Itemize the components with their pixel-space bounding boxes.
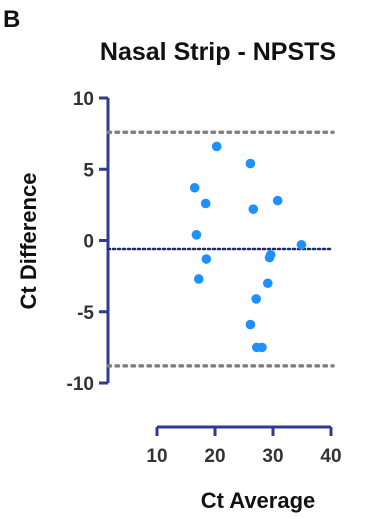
data-point <box>211 141 222 152</box>
data-point <box>200 198 211 209</box>
y-tick-label: -5 <box>77 303 94 324</box>
x-tick-label: 20 <box>204 446 225 467</box>
data-point <box>262 278 273 289</box>
reference-lines <box>106 130 335 368</box>
x-tick-label: 30 <box>262 446 283 467</box>
data-point <box>264 252 275 263</box>
panel-label: B <box>3 6 20 33</box>
chart-title: Nasal Strip - NPSTS <box>100 38 336 66</box>
y-tick-label: 10 <box>73 89 94 110</box>
data-point <box>245 158 256 169</box>
data-point <box>296 239 307 250</box>
data-point <box>189 182 200 193</box>
x-tick-label: 10 <box>146 446 167 467</box>
data-point <box>248 204 259 214</box>
axes: 10 5 0 -5 -10 10 20 30 40 <box>67 89 342 467</box>
data-point <box>251 294 261 304</box>
data-point <box>245 319 256 330</box>
data-point <box>193 274 204 284</box>
data-points <box>189 141 307 353</box>
y-tick-label: -10 <box>67 374 94 395</box>
data-point <box>191 230 202 240</box>
data-point <box>201 254 212 264</box>
y-tick-label: 5 <box>83 160 94 181</box>
x-axis-label: Ct Average <box>201 488 316 513</box>
data-point <box>257 342 267 353</box>
x-tick-label: 40 <box>320 446 341 467</box>
y-axis-label: Ct Difference <box>16 173 41 310</box>
y-tick-label: 0 <box>83 232 94 253</box>
data-point <box>272 195 283 206</box>
